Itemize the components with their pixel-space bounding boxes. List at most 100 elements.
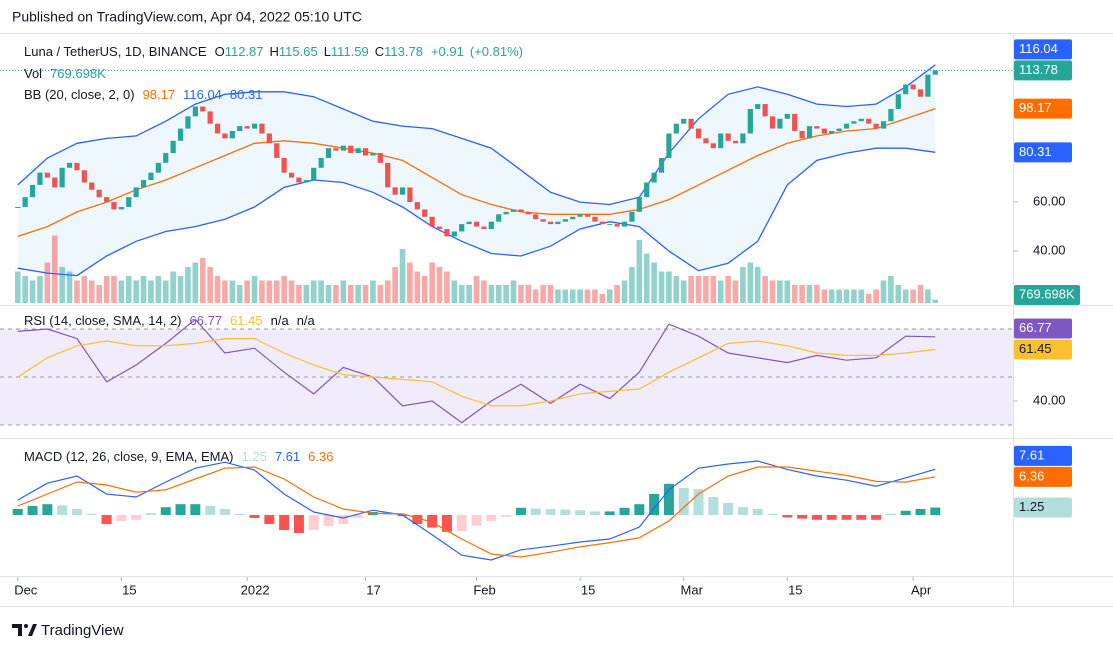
rsi-na: n/a [297,313,316,328]
price-tag-label: 1.25 [1019,499,1044,514]
macd-histogram-bar [219,509,230,515]
volume-bar [310,280,317,303]
volume-bar [273,280,280,303]
ohlc-label: C [375,44,384,59]
macd-histogram-bar [885,513,896,515]
macd-histogram-bar [71,509,82,515]
volume-bar [44,262,51,303]
candle [414,202,420,210]
candle [747,108,753,134]
price-tag-label: 116.04 [1019,41,1058,56]
volume-bar [362,285,369,303]
macd-histogram-bar [723,503,734,515]
candle [488,221,494,230]
price-tag-label: 66.77 [1019,320,1052,335]
candle [510,209,517,212]
y-tick-label: 60.00 [1033,194,1066,209]
macd-histogram-bar [930,507,941,515]
volume-bar [392,267,398,303]
candle [126,197,132,207]
macd-line [17,466,936,558]
candle [444,229,450,237]
macd-histogram-bar [382,513,393,515]
price-tag [1014,285,1080,305]
price-tag-label: 98.17 [1019,100,1052,115]
volume-bar [481,280,487,303]
candle [836,128,842,132]
volume-bar [407,262,413,303]
volume-bar [384,280,391,303]
candle [74,162,80,171]
volume-bar [636,240,643,303]
volume-bar [96,285,102,303]
volume-bar [170,271,176,303]
volume-bar [725,276,731,303]
volume-bar [399,249,406,303]
volume-bar [732,280,739,303]
candle [821,128,827,134]
macd-histogram-bar [575,510,586,515]
volume-bar [799,285,805,303]
volume-bar [680,280,687,303]
candle [459,224,465,232]
volume-bar [888,276,894,303]
rsi-na: n/a [271,313,290,328]
macd-histogram-bar [693,489,704,515]
price-tag-label: 6.36 [1019,468,1044,483]
macd-histogram-bar [619,507,630,515]
price-tag [1014,318,1072,339]
volume-bar [244,280,250,303]
volume-bar [858,289,865,303]
price-tag [1014,98,1072,119]
macd-histogram-bar [471,515,482,526]
candle [518,209,524,212]
volume-bar [495,285,502,303]
candle [222,133,228,139]
macd-histogram-bar [441,515,452,532]
volume-bar [643,253,650,303]
candle [621,221,628,227]
candle [251,123,258,129]
volume-bar [14,271,21,303]
volume-bar [784,280,791,303]
legend: Luna / TetherUS, 1D, BINANCE O112.87 H115.… [24,44,523,59]
logo-shape [24,624,28,628]
volume-bar [333,285,339,303]
volume-bar [199,258,206,303]
macd-histogram-bar [856,515,867,520]
legend: MACD (12, 26, close, 9, EMA, EMA) 1.25 7.6… [24,449,333,464]
candle [348,145,354,154]
price-tag [1014,60,1072,81]
volume-bar [133,280,139,303]
candle [503,211,509,215]
volume-bar [518,285,524,303]
macd-histogram-bar [456,515,467,532]
macd-histogram-bar [545,509,556,515]
candle [540,219,546,222]
macd-histogram-bar [663,483,674,515]
macd-histogram-bar [649,494,660,515]
legend: RSI (14, close, SMA, 14, 2) 66.77 61.45 n/a… [24,313,316,328]
candle [925,74,931,97]
candle [903,84,909,95]
volume-bar [666,271,672,303]
volume-bar [303,285,310,303]
candle [96,189,102,198]
volume-bar [140,276,147,303]
macd-histogram-bar [145,513,156,515]
macd-histogram-bar [737,507,748,515]
bb-value: 98.17 [143,87,176,102]
volume-bar [555,289,561,303]
x-tick-label: 15 [788,582,802,597]
volume-bar [207,267,213,303]
macd-histogram-bar [27,506,38,515]
bb-fill [17,64,936,276]
volume-bar [710,276,717,303]
macd-histogram-bar [841,515,852,520]
volume-bar [251,276,258,303]
candle [52,177,58,188]
macd-histogram-bar [160,507,171,515]
price-tag-label: 113.78 [1019,62,1058,77]
candle [473,221,480,227]
bb-line [17,64,936,206]
